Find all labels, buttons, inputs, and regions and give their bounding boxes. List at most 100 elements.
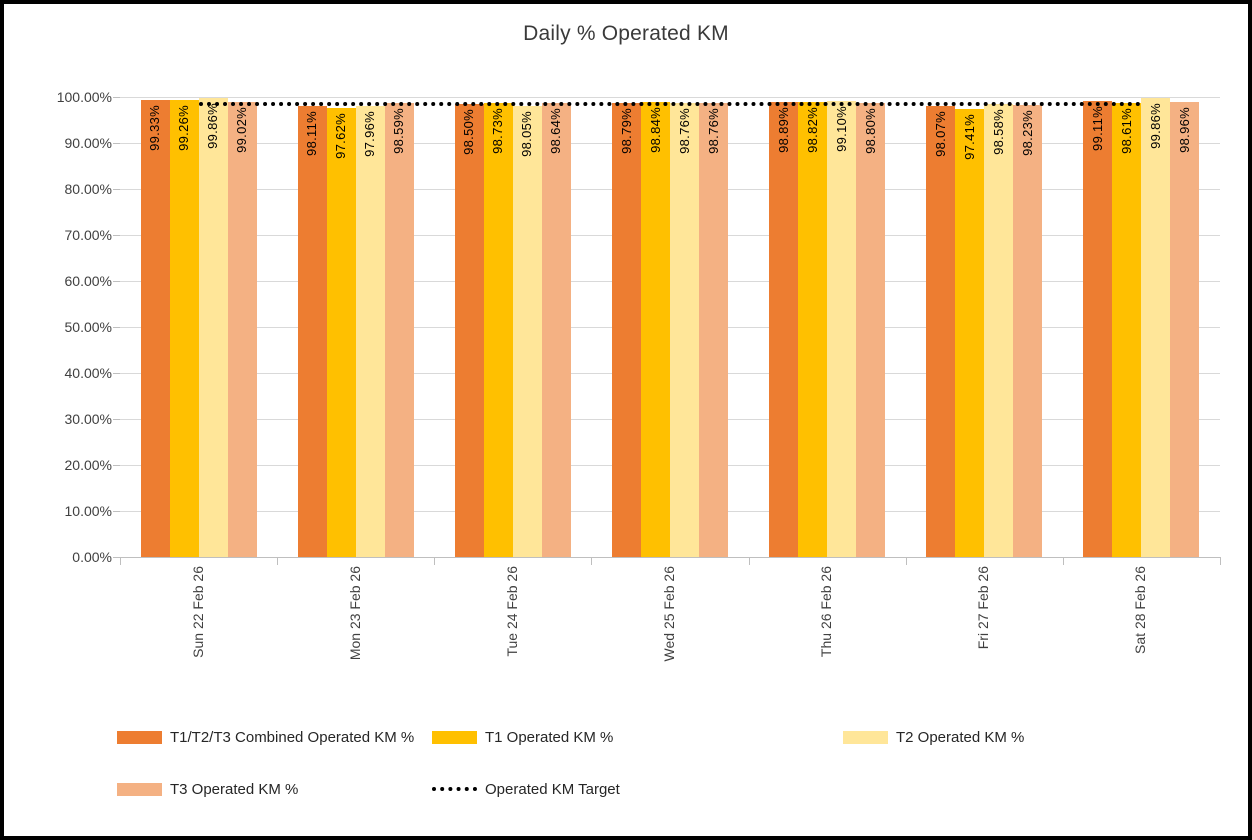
legend-item-series-4: T3 Operated KM % <box>117 780 298 798</box>
bar-data-label: 98.79% <box>618 107 634 154</box>
bar-4-cat-7 <box>1170 101 1200 557</box>
bar-2-cat-7 <box>1112 103 1142 557</box>
legend-label: Operated KM Target <box>485 780 620 798</box>
bar-data-label: 98.73% <box>490 107 506 154</box>
x-axis-tick <box>120 558 121 565</box>
bar-2-cat-4 <box>641 102 670 557</box>
bar-data-label: 99.86% <box>205 102 221 149</box>
bar-1-cat-7 <box>1083 101 1113 557</box>
bar-data-label: 99.10% <box>833 106 849 153</box>
bar-data-label: 97.62% <box>333 112 349 159</box>
bar-3-cat-4 <box>670 102 699 557</box>
bar-1-cat-3 <box>454 103 484 557</box>
x-axis-label-7: Sat 28 Feb 26 <box>1132 566 1149 654</box>
bar-data-label: 98.58% <box>990 108 1006 155</box>
legend-swatch-icon <box>432 730 477 744</box>
x-axis-tick <box>1220 558 1221 565</box>
bar-3-cat-3 <box>512 105 542 557</box>
bar-data-label: 98.80% <box>862 107 878 154</box>
bar-2-cat-5 <box>798 102 828 557</box>
x-axis-label-4: Wed 25 Feb 26 <box>661 566 677 662</box>
bar-2-cat-3 <box>483 102 513 557</box>
y-axis-tick <box>113 235 120 236</box>
bar-data-label: 98.84% <box>647 107 663 154</box>
legend-item-series-1: T1/T2/T3 Combined Operated KM % <box>117 728 414 746</box>
bar-data-label: 97.41% <box>961 113 977 160</box>
y-axis-label: 20.00% <box>64 457 112 473</box>
legend-dotted-line-icon <box>432 787 477 791</box>
bar-3-cat-5 <box>827 101 857 557</box>
y-axis-label: 60.00% <box>64 273 112 289</box>
bar-1-cat-4 <box>612 102 641 557</box>
legend-label: T2 Operated KM % <box>896 728 1025 746</box>
bar-data-label: 99.11% <box>1089 106 1105 152</box>
bar-data-label: 97.96% <box>362 111 378 158</box>
y-axis-label: 50.00% <box>64 319 112 335</box>
y-axis-tick <box>113 465 120 466</box>
bar-data-label: 98.96% <box>1176 106 1192 153</box>
legend-label: T1 Operated KM % <box>485 728 614 746</box>
bar-3-cat-2 <box>355 106 385 557</box>
y-axis-tick <box>113 189 120 190</box>
bar-data-label: 98.61% <box>1118 108 1134 155</box>
bar-data-label: 98.59% <box>391 108 407 155</box>
bar-2-cat-1 <box>169 100 199 557</box>
bar-data-label: 99.33% <box>147 105 163 151</box>
target-line <box>198 101 1142 106</box>
x-axis-label-5: Thu 26 Feb 26 <box>818 566 835 658</box>
x-axis-tick <box>591 558 593 565</box>
bar-data-label: 98.11% <box>304 110 320 156</box>
bar-3-cat-7 <box>1141 97 1171 557</box>
y-axis-tick <box>113 143 120 144</box>
y-gridline <box>120 97 1220 98</box>
legend-label: T3 Operated KM % <box>170 780 299 798</box>
bar-data-label: 98.05% <box>519 110 535 157</box>
y-axis-tick <box>113 557 120 558</box>
bar-4-cat-2 <box>384 103 414 557</box>
y-axis-tick <box>113 511 120 512</box>
bar-1-cat-5 <box>769 102 799 557</box>
bar-2-cat-2 <box>326 107 356 557</box>
x-axis-tick <box>1062 558 1064 565</box>
x-axis-line <box>120 557 1221 558</box>
bar-1-cat-6 <box>926 105 956 557</box>
bar-data-label: 98.82% <box>804 107 820 154</box>
y-axis-tick <box>113 281 120 282</box>
legend-swatch-icon <box>117 730 162 744</box>
x-axis-tick <box>434 558 436 565</box>
bar-data-label: 99.26% <box>176 105 192 152</box>
bar-data-label: 99.02% <box>234 106 250 153</box>
bar-3-cat-6 <box>984 103 1014 557</box>
bar-4-cat-3 <box>541 103 571 557</box>
legend-swatch-icon <box>117 782 162 796</box>
y-axis-label: 10.00% <box>64 503 112 519</box>
bar-data-label: 98.07% <box>932 110 948 157</box>
x-axis-tick <box>905 558 907 565</box>
bar-data-label: 98.64% <box>548 108 564 155</box>
bar-4-cat-4 <box>699 102 728 557</box>
bar-data-label: 98.76% <box>705 107 721 154</box>
legend-swatch-icon <box>843 730 888 744</box>
legend-item-series-2: T1 Operated KM % <box>432 728 613 746</box>
bar-4-cat-5 <box>856 102 886 557</box>
bar-data-label: 98.50% <box>461 108 477 155</box>
y-axis-tick <box>113 97 120 98</box>
y-axis-tick <box>113 327 120 328</box>
y-axis-label: 90.00% <box>64 135 112 151</box>
bar-4-cat-1 <box>227 101 257 557</box>
y-axis-label: 70.00% <box>64 227 112 243</box>
x-axis-label-2: Mon 23 Feb 26 <box>346 566 363 661</box>
y-axis-tick <box>113 419 120 420</box>
y-axis-label: 100.00% <box>56 89 112 105</box>
legend-item-series-3: T2 Operated KM % <box>843 728 1024 746</box>
bar-3-cat-1 <box>198 97 228 557</box>
bar-data-label: 98.89% <box>775 107 791 153</box>
x-axis-tick <box>277 558 279 565</box>
bar-2-cat-6 <box>955 108 985 557</box>
bar-data-label: 99.86% <box>1147 102 1163 149</box>
y-axis-label: 40.00% <box>64 365 112 381</box>
x-axis-label-1: Sun 22 Feb 26 <box>189 566 206 658</box>
chart-title: Daily % Operated KM <box>523 22 729 45</box>
bar-data-label: 98.23% <box>1019 110 1035 157</box>
